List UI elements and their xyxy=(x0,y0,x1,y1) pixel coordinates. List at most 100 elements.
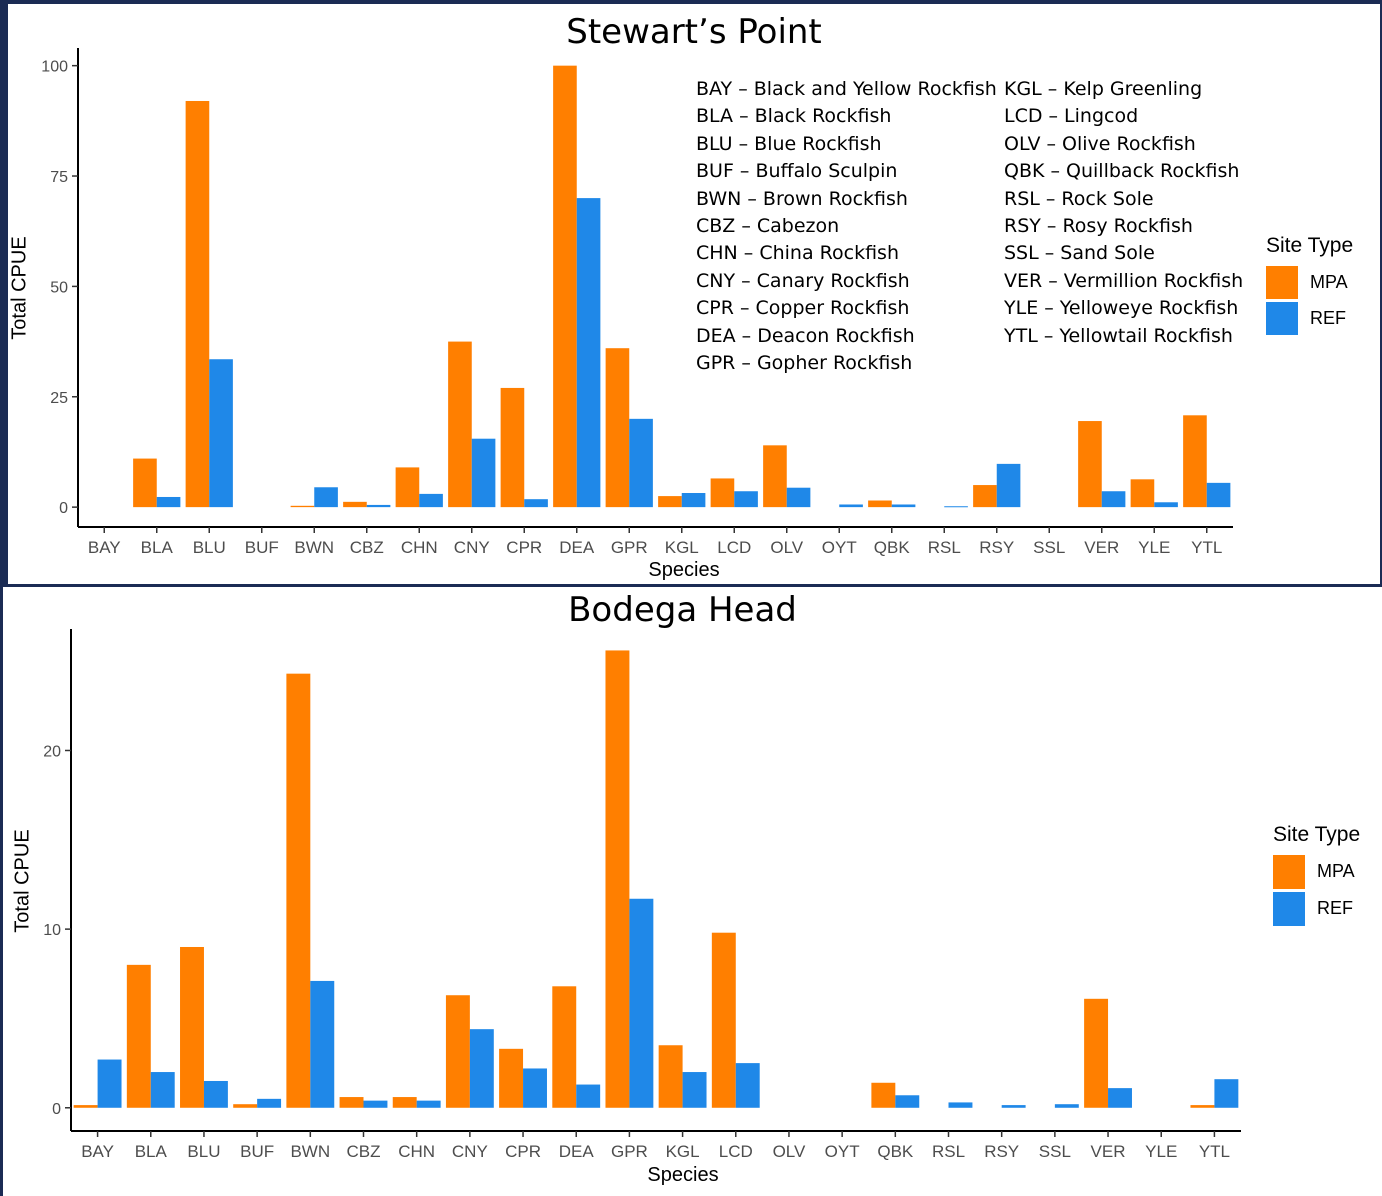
x-tick-label: DEA xyxy=(559,1142,595,1161)
x-tick-label: YLE xyxy=(1138,538,1170,557)
chart-title: Bodega Head xyxy=(568,590,797,630)
species-key-entry: YTL – Yellowtail Rockfish xyxy=(1004,324,1233,347)
bar-ref-bla xyxy=(150,1072,175,1108)
bar-mpa-cbz xyxy=(343,501,367,508)
bar-ref-rsy xyxy=(996,463,1021,508)
bar-mpa-cbz xyxy=(339,1097,364,1108)
bar-chart-bodega-head: 0 10 20 BAY BLA BLU BUF BWN CBZ CHN CNY CPR DEA GPR KG… xyxy=(43,629,1241,1161)
x-tick-label: BLA xyxy=(141,538,174,557)
species-key-entry: RSL – Rock Sole xyxy=(1004,187,1154,210)
x-tick-label: BWN xyxy=(290,1142,330,1161)
species-key-entry: OLV – Olive Rockfish xyxy=(1004,132,1196,155)
bar-ref-ytl xyxy=(1206,482,1231,508)
species-key-entry: KGL – Kelp Greenling xyxy=(1004,78,1203,100)
x-tick-label: YLE xyxy=(1145,1142,1177,1161)
legend-label: REF xyxy=(1310,307,1346,328)
bar-mpa-ver xyxy=(1084,998,1109,1108)
bar-mpa-ytl xyxy=(1190,1105,1215,1108)
x-tick-label: CHN xyxy=(401,538,438,557)
bar-ref-lcd xyxy=(735,1063,760,1108)
bar-ref-blu xyxy=(203,1080,228,1108)
bar-mpa-yle xyxy=(1130,479,1155,508)
bar-mpa-dea xyxy=(553,65,577,508)
bar-mpa-cny xyxy=(445,995,470,1108)
bar-mpa-gpr xyxy=(605,650,630,1108)
y-tick-label: 0 xyxy=(52,1101,61,1118)
x-tick-label: CNY xyxy=(454,538,490,557)
x-tick-label: OLV xyxy=(773,1142,806,1161)
x-tick-label: YTL xyxy=(1191,538,1222,557)
chart-title: Stewart’s Point xyxy=(566,12,822,52)
bar-ref-ytl xyxy=(1214,1079,1239,1108)
x-tick-label: QBK xyxy=(877,1142,914,1161)
species-key-entry: CNY – Canary Rockfish xyxy=(696,269,910,292)
bar-ref-blu xyxy=(209,359,233,508)
x-tick-label: RSL xyxy=(932,1142,965,1161)
x-tick-label: LCD xyxy=(719,1142,753,1161)
bar-ref-qbk xyxy=(895,1095,920,1108)
x-tick-label: CHN xyxy=(398,1142,435,1161)
x-tick-label: OYT xyxy=(825,1142,860,1161)
x-tick-label: CBZ xyxy=(347,1142,381,1161)
x-tick-label: BLU xyxy=(193,538,226,557)
bar-mpa-rsy xyxy=(973,485,997,508)
bar-ref-olv xyxy=(786,487,811,508)
legend-item-ref: REF xyxy=(1273,890,1360,927)
species-key-entry: VER – Vermillion Rockfish xyxy=(1004,269,1244,292)
legend-item-mpa: MPA xyxy=(1266,264,1353,300)
bar-mpa-cny xyxy=(448,341,472,508)
y-tick-label: 0 xyxy=(59,500,68,517)
species-key-entry: BWN – Brown Rockfish xyxy=(696,187,908,210)
x-tick-label: BWN xyxy=(294,538,334,557)
x-tick-label: RSL xyxy=(928,538,961,557)
legend-title: Site Type xyxy=(1273,823,1361,846)
bar-mpa-bla xyxy=(133,458,157,508)
legend-label: MPA xyxy=(1317,861,1355,881)
bar-mpa-olv xyxy=(763,445,787,508)
legend-swatch-ref xyxy=(1273,891,1305,926)
x-tick-label: CPR xyxy=(505,1142,541,1161)
x-tick-label: VER xyxy=(1091,1142,1126,1161)
bar-mpa-chn xyxy=(392,1097,417,1108)
bar-mpa-chn xyxy=(395,467,420,508)
x-tick-label: GPR xyxy=(611,1142,648,1161)
species-key-entry: CBZ – Cabezon xyxy=(696,214,840,237)
bar-ref-lcd xyxy=(734,491,758,508)
species-key: BAY – Black and Yellow Rockfish BLA – Bla… xyxy=(696,76,1254,377)
species-key-entry: GPR – Gopher Rockfish xyxy=(696,351,913,374)
x-axis-label: Species xyxy=(647,1164,719,1186)
legend-item-ref: REF xyxy=(1266,300,1353,336)
bar-mpa-lcd xyxy=(710,478,735,508)
bar-ref-qbk xyxy=(891,504,916,508)
y-tick-label: 50 xyxy=(50,279,68,296)
y-tick-label: 100 xyxy=(41,59,68,76)
legend: Site Type MPA REF xyxy=(1266,234,1353,336)
bar-ref-cny xyxy=(471,438,496,508)
x-tick-label: OYT xyxy=(822,538,857,557)
bar-mpa-qbk xyxy=(871,1082,896,1108)
species-key-entry: BLU – Blue Rockfish xyxy=(696,132,882,155)
species-key-entry: RSY – Rosy Rockfish xyxy=(1004,214,1193,237)
x-tick-label: VER xyxy=(1084,538,1119,557)
legend-swatch-mpa xyxy=(1266,265,1298,299)
legend-swatch-ref xyxy=(1266,301,1298,335)
x-tick-label: BLA xyxy=(135,1142,168,1161)
bar-ref-rsy xyxy=(1001,1105,1026,1108)
y-tick-label: 75 xyxy=(50,169,68,186)
bar-mpa-bay xyxy=(73,1105,98,1108)
legend-label: MPA xyxy=(1310,271,1348,292)
legend-swatch-mpa xyxy=(1273,854,1305,889)
y-axis-label: Total CPUE xyxy=(11,829,34,933)
bar-ref-dea xyxy=(576,1084,601,1108)
bar-mpa-cpr xyxy=(500,387,525,508)
bar-ref-gpr xyxy=(629,418,653,508)
species-key-entry: CHN – China Rockfish xyxy=(696,242,899,265)
x-tick-label: BUF xyxy=(240,1142,274,1161)
species-key-entry: CPR – Copper Rockfish xyxy=(696,297,910,320)
legend-item-mpa: MPA xyxy=(1273,853,1360,890)
species-key-entry: YLE – Yelloweye Rockfish xyxy=(1004,297,1239,320)
bar-ref-gpr xyxy=(629,898,654,1108)
bar-mpa-cpr xyxy=(499,1048,524,1108)
y-tick-label: 25 xyxy=(50,390,68,407)
x-tick-label: KGL xyxy=(666,1142,700,1161)
